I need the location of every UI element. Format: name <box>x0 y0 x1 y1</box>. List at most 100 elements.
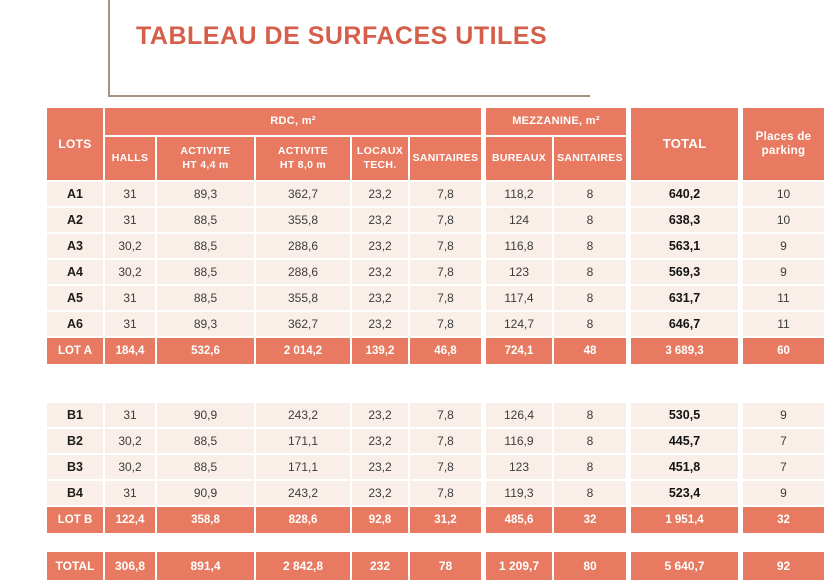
row-label: B3 <box>47 455 103 479</box>
cell: 7,8 <box>410 481 481 505</box>
row-label: A1 <box>47 182 103 206</box>
cell: 88,5 <box>157 234 254 258</box>
header-total: TOTAL <box>628 108 738 180</box>
table-row: B1 31 90,9 243,2 23,2 7,8 126,4 8 530,5 … <box>47 403 824 427</box>
table-row: A1 31 89,3 362,7 23,2 7,8 118,2 8 640,2 … <box>47 182 824 206</box>
table-row: A5 31 88,5 355,8 23,2 7,8 117,4 8 631,7 … <box>47 286 824 310</box>
cell: 171,1 <box>256 429 350 453</box>
parking-cell: 9 <box>740 403 824 427</box>
total-cell: 569,3 <box>628 260 738 284</box>
cell: 23,2 <box>352 312 408 336</box>
header-sanitaires-mezz: SANITAIRES <box>554 137 626 180</box>
table-row: B3 30,2 88,5 171,1 23,2 7,8 123 8 451,8 … <box>47 455 824 479</box>
cell: 31 <box>105 481 155 505</box>
cell: 78 <box>410 552 481 580</box>
header-sanitaires-rdc: SANITAIRES <box>410 137 481 180</box>
lot-b-summary-row: LOT B 122,4 358,8 828,6 92,8 31,2 485,6 … <box>47 507 824 533</box>
row-label: TOTAL <box>47 552 103 580</box>
cell: 31 <box>105 312 155 336</box>
cell: 8 <box>554 429 626 453</box>
cell: 891,4 <box>157 552 254 580</box>
cell: 184,4 <box>105 338 155 364</box>
cell: 306,8 <box>105 552 155 580</box>
cell: 8 <box>554 403 626 427</box>
row-label: A3 <box>47 234 103 258</box>
cell: 243,2 <box>256 481 350 505</box>
cell: 243,2 <box>256 403 350 427</box>
header-activite-44: ACTIVITE HT 4,4 m <box>157 137 254 180</box>
cell: 355,8 <box>256 286 350 310</box>
cell: 7,8 <box>410 403 481 427</box>
cell: 30,2 <box>105 260 155 284</box>
total-cell: 631,7 <box>628 286 738 310</box>
cell: 8 <box>554 455 626 479</box>
cell: 23,2 <box>352 403 408 427</box>
row-label: A4 <box>47 260 103 284</box>
cell: 31 <box>105 403 155 427</box>
cell: 31 <box>105 286 155 310</box>
cell: 23,2 <box>352 182 408 206</box>
row-label: A6 <box>47 312 103 336</box>
header-activite-80: ACTIVITE HT 8,0 m <box>256 137 350 180</box>
parking-cell: 7 <box>740 429 824 453</box>
cell: 117,4 <box>483 286 552 310</box>
cell: 7,8 <box>410 208 481 232</box>
row-label: B4 <box>47 481 103 505</box>
cell: 7,8 <box>410 286 481 310</box>
parking-cell: 9 <box>740 260 824 284</box>
cell: 8 <box>554 286 626 310</box>
header-group-mezzanine: MEZZANINE, m² <box>483 108 626 135</box>
cell: 23,2 <box>352 429 408 453</box>
cell: 123 <box>483 455 552 479</box>
total-cell: 646,7 <box>628 312 738 336</box>
cell: 119,3 <box>483 481 552 505</box>
parking-cell: 11 <box>740 286 824 310</box>
cell: 8 <box>554 234 626 258</box>
cell: 30,2 <box>105 234 155 258</box>
header-bureaux: BUREAUX <box>483 137 552 180</box>
total-cell: 445,7 <box>628 429 738 453</box>
cell: 31,2 <box>410 507 481 533</box>
title-rule-frame: TABLEAU DE SURFACES UTILES <box>108 0 590 97</box>
cell: 122,4 <box>105 507 155 533</box>
cell: 232 <box>352 552 408 580</box>
section-gap <box>47 366 824 401</box>
header-sub-row: HALLS ACTIVITE HT 4,4 m ACTIVITE HT 8,0 … <box>47 137 824 180</box>
total-cell: 3 689,3 <box>628 338 738 364</box>
header-group-row: LOTS RDC, m² MEZZANINE, m² TOTAL Places … <box>47 108 824 180</box>
section-gap <box>47 535 824 550</box>
cell: 362,7 <box>256 312 350 336</box>
cell: 7,8 <box>410 429 481 453</box>
cell: 46,8 <box>410 338 481 364</box>
header-parking: Places de parking <box>740 108 824 180</box>
cell: 126,4 <box>483 403 552 427</box>
cell: 89,3 <box>157 312 254 336</box>
cell: 7,8 <box>410 234 481 258</box>
parking-cell: 10 <box>740 208 824 232</box>
cell: 88,5 <box>157 260 254 284</box>
row-label: A2 <box>47 208 103 232</box>
row-label: A5 <box>47 286 103 310</box>
cell: 23,2 <box>352 481 408 505</box>
cell: 31 <box>105 182 155 206</box>
cell: 532,6 <box>157 338 254 364</box>
row-label: B1 <box>47 403 103 427</box>
row-label: LOT B <box>47 507 103 533</box>
cell: 8 <box>554 481 626 505</box>
cell: 124,7 <box>483 312 552 336</box>
parking-cell: 7 <box>740 455 824 479</box>
parking-cell: 9 <box>740 481 824 505</box>
cell: 288,6 <box>256 234 350 258</box>
total-cell: 530,5 <box>628 403 738 427</box>
cell: 124 <box>483 208 552 232</box>
table-row: A4 30,2 88,5 288,6 23,2 7,8 123 8 569,3 … <box>47 260 824 284</box>
cell: 485,6 <box>483 507 552 533</box>
cell: 7,8 <box>410 312 481 336</box>
cell: 92,8 <box>352 507 408 533</box>
header-group-rdc: RDC, m² <box>105 108 481 135</box>
parking-cell: 10 <box>740 182 824 206</box>
header-lots: LOTS <box>47 108 103 180</box>
cell: 7,8 <box>410 182 481 206</box>
cell: 8 <box>554 312 626 336</box>
cell: 7,8 <box>410 260 481 284</box>
